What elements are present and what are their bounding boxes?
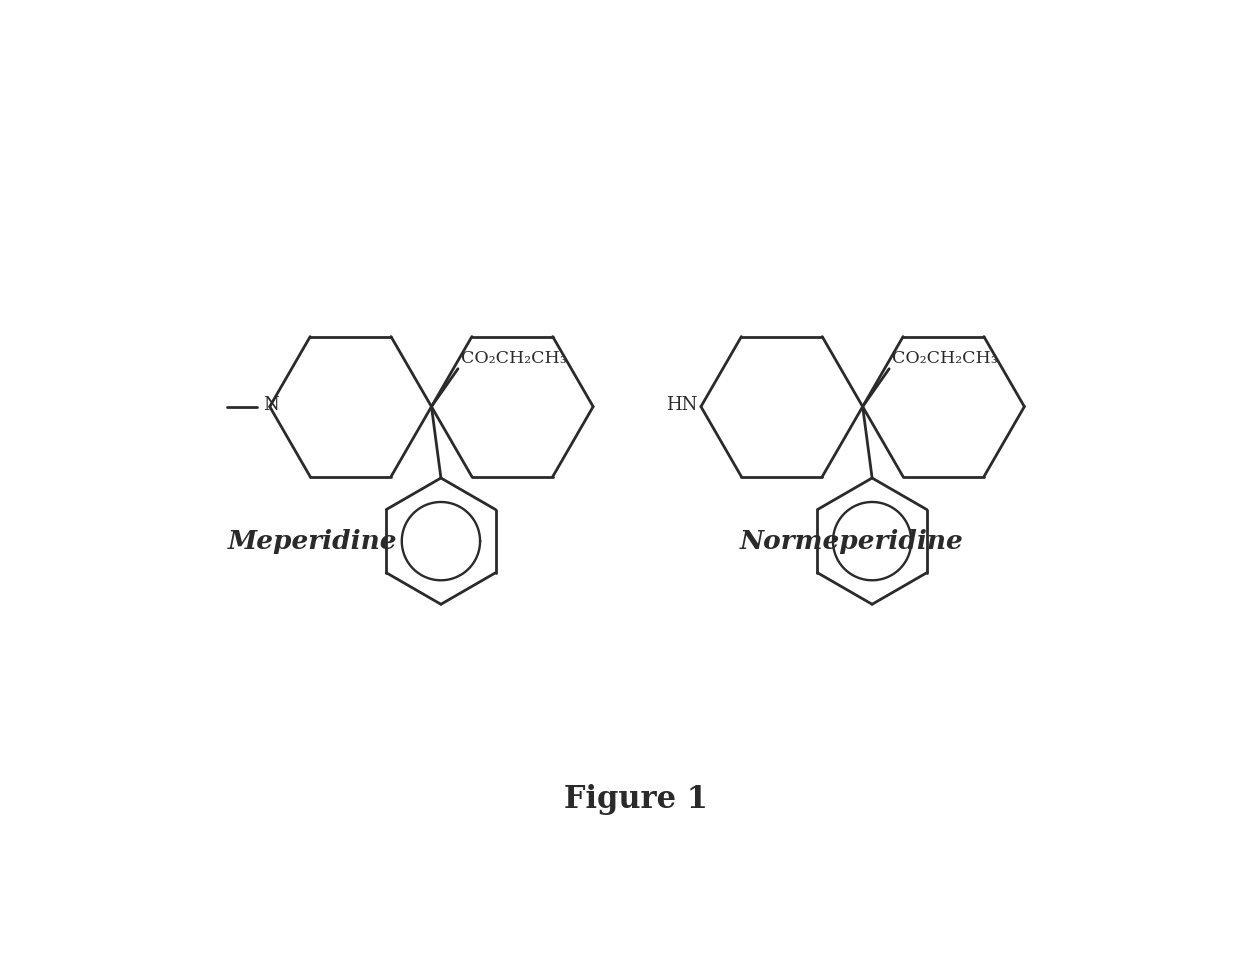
Text: HN: HN (666, 396, 697, 414)
Text: N: N (263, 396, 279, 414)
Text: Meperidine: Meperidine (227, 529, 397, 554)
Text: CO₂CH₂CH₃: CO₂CH₂CH₃ (893, 351, 998, 367)
Text: Figure 1: Figure 1 (563, 784, 708, 815)
Text: CO₂CH₂CH₃: CO₂CH₂CH₃ (461, 351, 567, 367)
Text: Normeperidine: Normeperidine (739, 529, 963, 554)
